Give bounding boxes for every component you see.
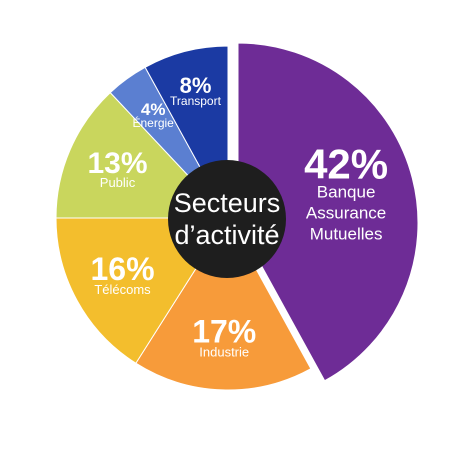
slice-category-label-0-1: Assurance (306, 204, 386, 223)
slice-value-label-5: 8% (180, 73, 212, 98)
slice-category-label-3-0: Public (100, 175, 136, 190)
slice-value-label-0: 42% (304, 141, 388, 188)
slice-category-label-1-0: Industrie (199, 344, 249, 359)
slice-category-label-5-0: Transport (170, 94, 222, 108)
center-label-line-2: d’activité (174, 220, 279, 250)
slice-category-label-0-2: Mutuelles (310, 225, 383, 244)
center-disc (168, 160, 286, 278)
slice-category-label-4-0: Énergie (132, 115, 174, 130)
center-label-line-1: Secteurs (174, 188, 281, 218)
pie-slice-0 (237, 42, 419, 382)
slice-value-label-2: 16% (90, 251, 154, 287)
pie-slice-1 (135, 217, 312, 391)
slice-value-label-1: 17% (192, 313, 256, 349)
slice-value-label-4: 4% (141, 100, 166, 119)
slice-category-label-2-0: Télécoms (94, 282, 151, 297)
slice-value-label-3: 13% (87, 147, 147, 180)
slice-category-label-0-0: Banque (317, 183, 376, 202)
pie-labels: 42%Banque Assurance Mutuelles 17%Industrie 1… (87, 73, 388, 359)
